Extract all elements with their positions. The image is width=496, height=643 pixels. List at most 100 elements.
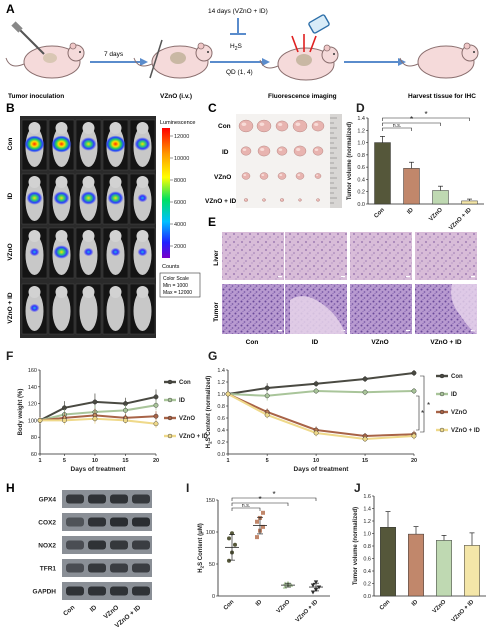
histo-necrotic-area [451, 284, 477, 334]
histo-necrotic-area [290, 296, 345, 334]
colorbar-tick-label: 12000 [174, 134, 189, 140]
significance-label: * [272, 490, 275, 499]
tumor-highlight [242, 148, 247, 151]
tumor-highlight [314, 148, 319, 151]
y-tick-label: 1.0 [363, 532, 371, 538]
blot-band [132, 540, 150, 550]
arrow-head-2 [262, 58, 270, 66]
data-point-vzno-id [313, 430, 319, 436]
bli-mouse-head [136, 176, 149, 188]
y-tick-label: 1.4 [363, 507, 371, 513]
legend-marker-id [167, 397, 173, 403]
panel-label-d: D [356, 101, 365, 115]
colorbar-tick-label: 4000 [174, 222, 186, 228]
tumor-row-label-vzno: VZnO [214, 174, 231, 181]
significance-label: * [421, 409, 424, 418]
x-tick-label-vzno: VZnO [432, 599, 448, 615]
data-point-con [153, 394, 159, 400]
blot-band [88, 586, 106, 596]
data-point-vzno-id [37, 417, 43, 423]
data-point-con [227, 536, 231, 541]
data-point-id [153, 402, 159, 408]
bli-mouse-head [136, 230, 149, 242]
y-tick-label: 1.0 [357, 141, 365, 147]
tumor-specimen [311, 120, 325, 132]
bli-mouse-head [109, 122, 122, 134]
bli-mouse-head [82, 176, 95, 188]
legend-label-id: ID [179, 398, 186, 404]
legend-label-con: Con [451, 374, 463, 380]
x-tick-label-vzno-id: VZnO + ID [448, 207, 473, 232]
legend-marker-vzno [167, 415, 173, 421]
data-point-vzno-id [362, 436, 368, 442]
mouse-icon-4 [399, 42, 479, 79]
blot-label-cox2: COX2 [38, 520, 56, 527]
legend-label-con: Con [179, 380, 191, 386]
data-point-con [233, 542, 237, 547]
blot-lane-label-id: ID [89, 604, 99, 614]
bli-mouse-head [82, 122, 95, 134]
blot-band [132, 517, 150, 527]
x-tick-label-con: Con [373, 207, 386, 220]
tumor-specimen [298, 198, 302, 202]
histo-tumor-image [350, 284, 412, 334]
counts-label: Counts [162, 264, 180, 270]
blot-label-gapdh: GAPDH [33, 589, 57, 596]
panel-label-g: G [208, 349, 217, 363]
y-tick-label: 1.4 [357, 116, 365, 122]
significance-bracket [416, 395, 420, 431]
colorbar-ticks: 12000 10000 8000 6000 4000 2000 [170, 134, 189, 250]
y-tick-label: 1.0 [217, 392, 225, 398]
bli-signal [53, 191, 70, 205]
legend-marker-vzno-id [167, 433, 173, 439]
bli-mouse-head [136, 286, 149, 298]
x-tick-label: 15 [122, 458, 128, 464]
tumor-highlight [316, 174, 319, 176]
y-axis-label: H2S Content (normalized) [206, 376, 213, 449]
y-tick-label: 150 [206, 498, 215, 504]
data-point-con [362, 376, 368, 382]
series-line-vzno-id [227, 393, 415, 441]
blot-band [66, 517, 84, 527]
bli-signal [51, 135, 72, 153]
x-tick-label: 5 [63, 458, 66, 464]
bli-signal [137, 193, 148, 203]
x-tick-label: 20 [153, 458, 159, 464]
legend-marker-vzno-id [439, 427, 445, 433]
bli-row-label-con: Con [7, 138, 14, 151]
bar-vzno-id [461, 200, 478, 205]
y-tick-label: 1.2 [217, 380, 225, 386]
significance-label: * [427, 401, 430, 410]
arrow-head-1 [140, 58, 148, 66]
data-point-id [362, 389, 368, 395]
blot-strip [62, 490, 152, 508]
tumor-highlight [243, 174, 247, 176]
h2s-label: H2S [230, 43, 242, 52]
tumor-highlight [297, 174, 301, 176]
histo-row-label-tumor: Tumor [213, 302, 220, 322]
bar-vzno [432, 190, 449, 205]
x-tick-label-id: ID [255, 599, 264, 608]
scale-bar [471, 276, 475, 278]
y-tick-label: 1.2 [363, 519, 371, 525]
blot-lane-label-con: Con [62, 604, 76, 618]
bar-vzno-id [464, 545, 480, 597]
data-point-vzno-id [411, 433, 417, 439]
panel-label-i: I [186, 481, 189, 495]
blot-strip [62, 582, 152, 600]
significance-label: * [258, 495, 261, 504]
x-tick-label-vzno-id: VZnO + ID [451, 599, 476, 624]
bar-id [408, 533, 424, 597]
data-point-vzno-id [153, 421, 159, 427]
x-tick-label-vzno: VZnO [276, 599, 292, 615]
x-tick-label-con: Con [223, 599, 236, 612]
blot-strip [62, 536, 152, 554]
data-point-con [123, 401, 128, 406]
bli-row-label-id: ID [7, 192, 14, 199]
data-point-id [123, 407, 128, 413]
blot-band [66, 494, 84, 504]
y-tick-label: 0.8 [217, 404, 225, 410]
bli-mouse-head [28, 176, 41, 188]
tumor-highlight [259, 122, 265, 126]
